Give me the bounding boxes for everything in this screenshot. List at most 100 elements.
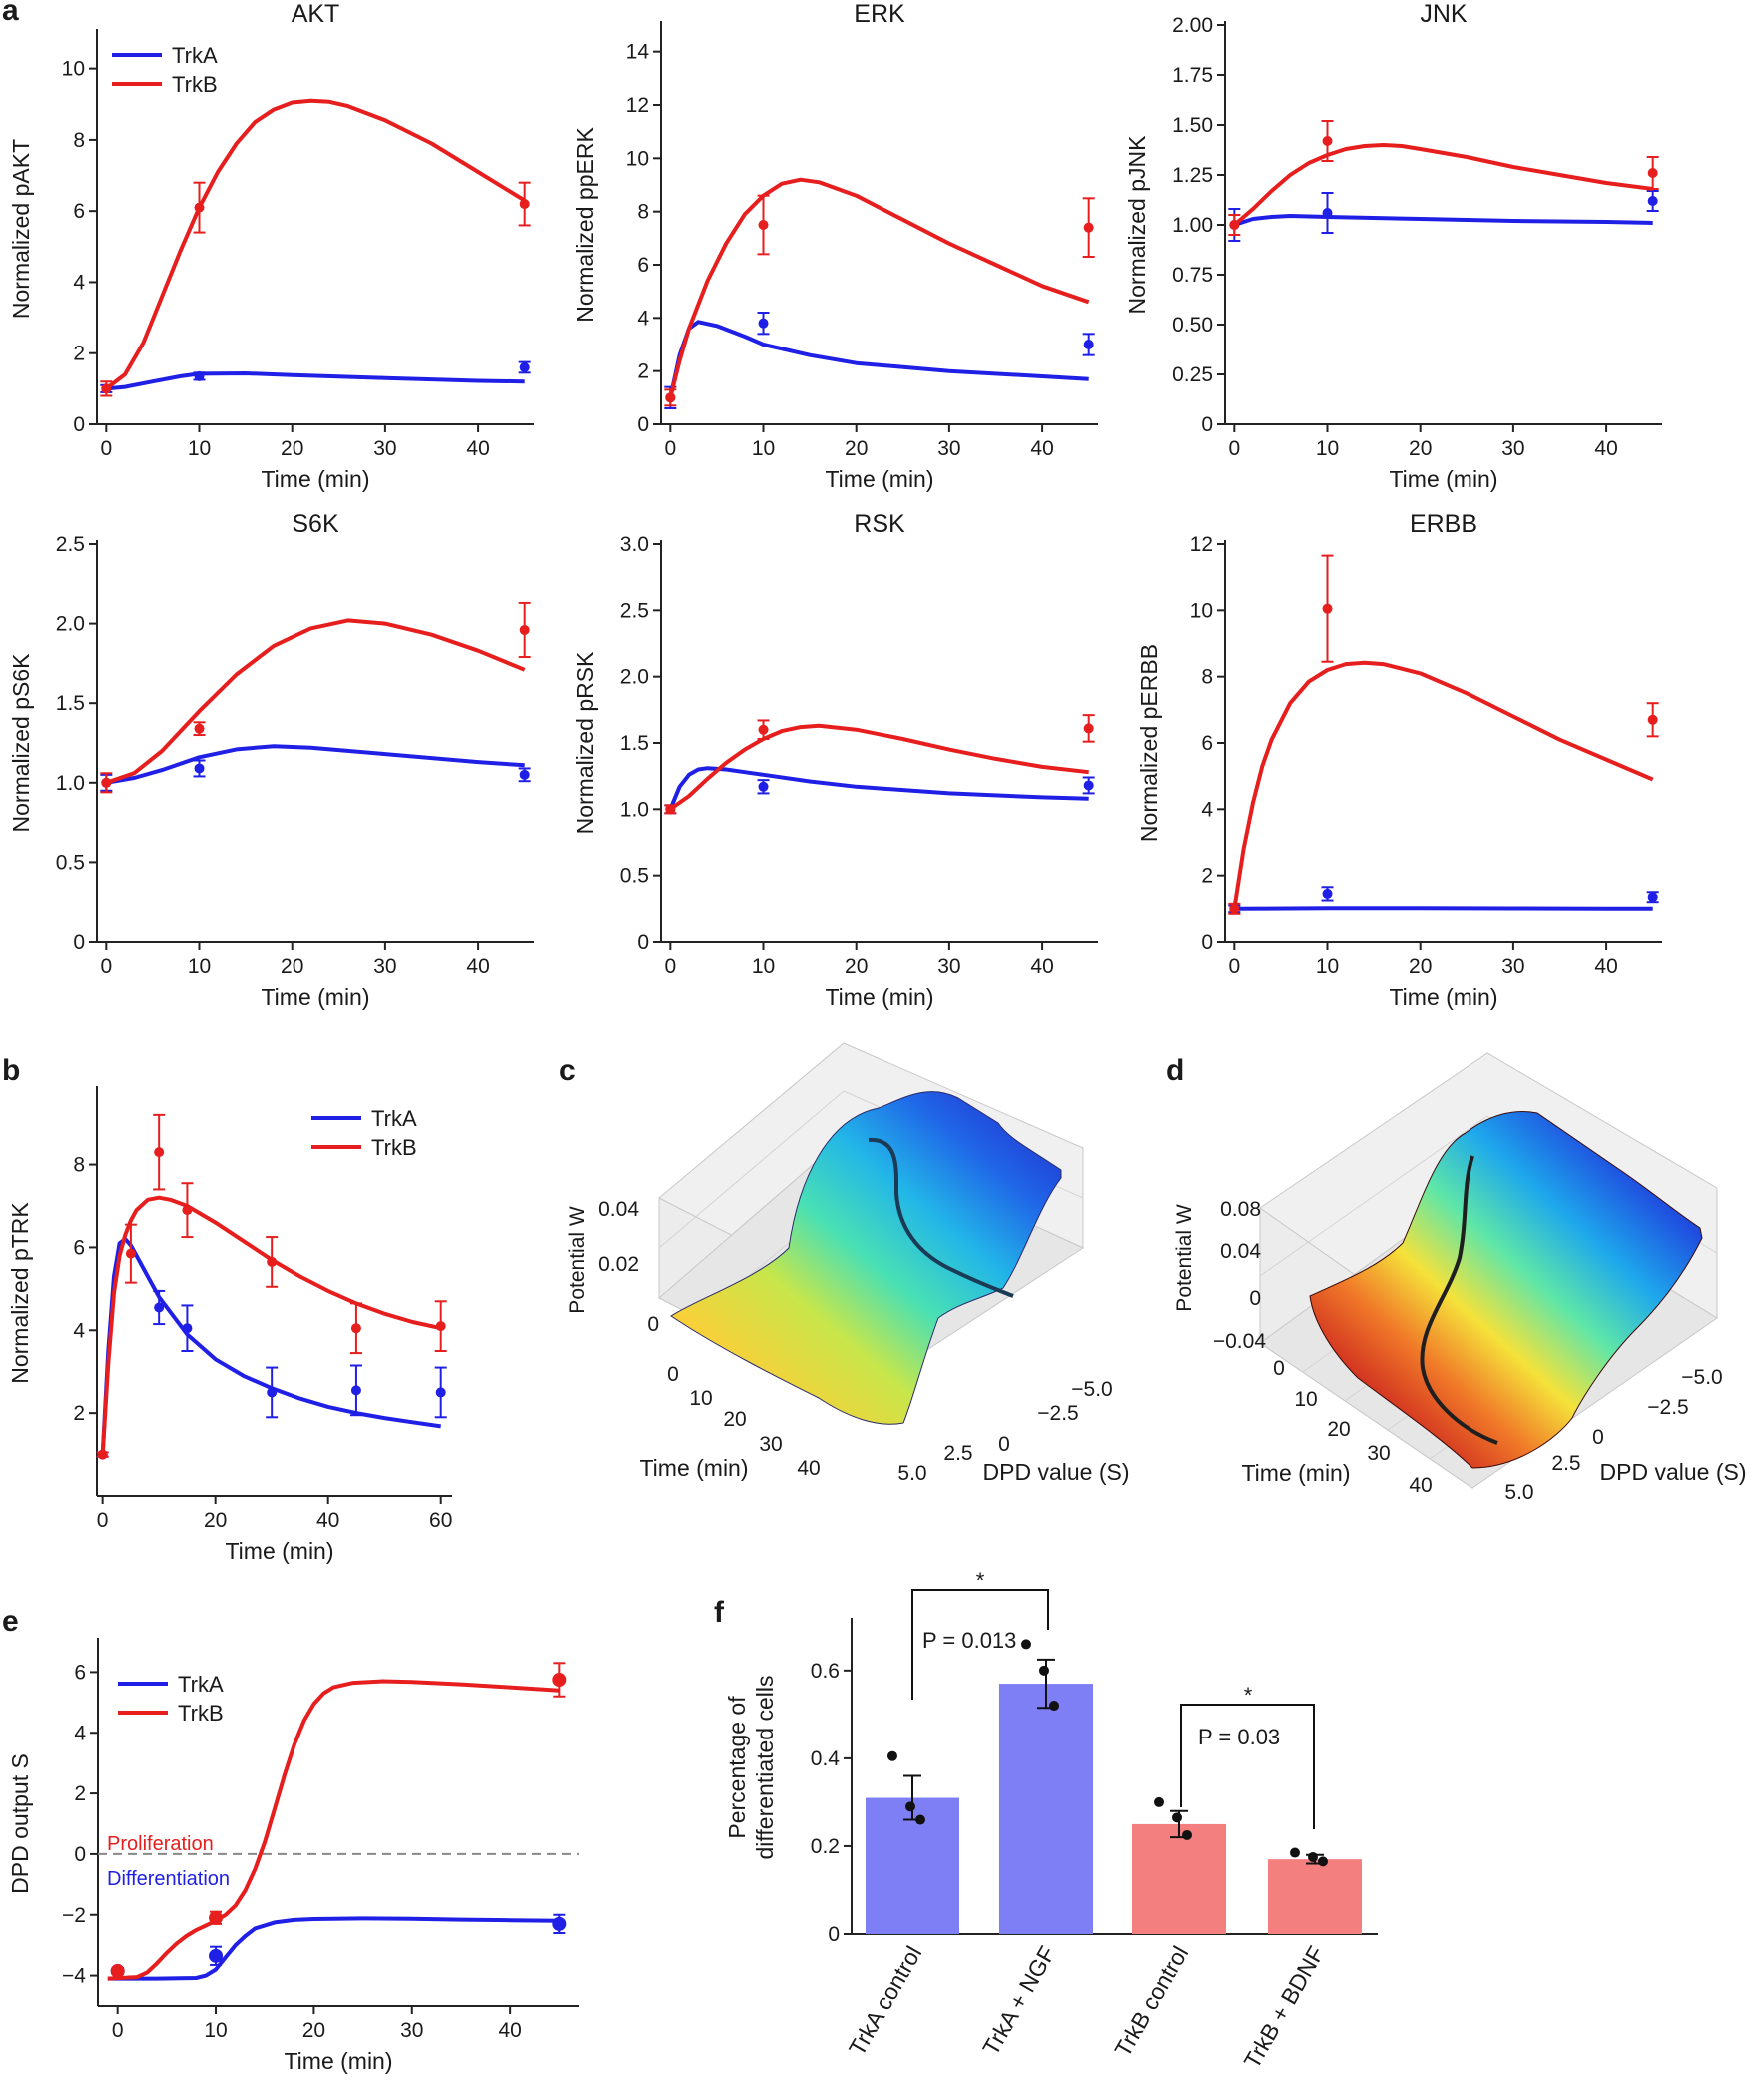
erk-y-tick-label: 4 [637,307,649,330]
akt-trka-data-point [519,361,530,372]
akt-y-tick-label: 0 [73,413,85,436]
dpd-x-tick-label: 30 [400,2019,423,2042]
ptrk-y-tick-label: 4 [73,1319,85,1342]
landscape-c-plot: Potential W 0 10 20 30 40 −5.0−2.5 0 2.5 5.0 0 0.0… [566,1042,1129,1485]
s6k-chart: 0 10 20 30 40 0 0.5 1.0 1.5 2.0 2.5 Time (min) Norma… [8,510,534,1010]
landscape-c-time-tick-label: 30 [759,1433,782,1456]
rsk-x-tick-label: 40 [1030,955,1053,978]
rsk-y-tick-label: 2.5 [620,599,649,622]
akt-title: AKT [292,0,340,28]
dpd-trka-data-point [209,1948,224,1963]
significance-bracket-trka [911,1589,1049,1700]
ptrk-y-tick-label: 8 [73,1154,85,1177]
landscape-c-tick-labels: 0 10 20 30 40 −5.0−2.5 0 2.5 5.0 0 0.02 0.04 [598,1198,1113,1485]
bar-category-label: TrkA + NGF [977,1942,1060,2060]
erbb-x-tick-label: 0 [1228,955,1240,978]
rsk-y-tick-label: 0.5 [620,865,649,888]
landscape-d-dpd-tick-label: 5.0 [1504,1481,1533,1504]
dpd-trkb-fit-line [107,1679,560,1981]
bar-trkb-bdnf [1268,1859,1362,1934]
s6k-x-tick-label: 30 [373,955,396,978]
landscape-c-dpd-tick-label: −5.0 [1071,1378,1112,1401]
s6k-x-tick-label: 40 [466,955,489,978]
ptrk-trka-data-point [182,1323,193,1334]
ptrk-x-tick-label: 0 [97,1509,109,1532]
bar-category-label: TrkB + BDNF [1239,1942,1330,2073]
landscape-c-zlabel: Potential W [566,1206,589,1314]
landscape-d-dpd-tick-label: 2.5 [1551,1452,1580,1475]
ptrk-trka-data-point [267,1387,278,1398]
erk-trkb-data-point [665,392,676,403]
ptrk-trka-data-point [435,1387,446,1398]
jnk-trkb-fit-line [1232,143,1653,227]
landscape-c-surface [670,1091,1062,1425]
panel-label-e: e [2,1605,19,1638]
bar-y-tick-label: 0.6 [811,1660,840,1683]
bar-replicate-dot [1172,1812,1182,1823]
jnk-y-tick-label: 0.25 [1172,363,1213,386]
dpd-y-tick-label: 2 [74,1782,86,1805]
jnk-y-tick-label: 0.75 [1172,264,1213,287]
jnk-y-tick-label: 2.00 [1172,14,1213,37]
ptrk-trkb-data-point [350,1323,361,1334]
ptrk-x-tick-label: 60 [429,1509,452,1532]
s6k-y-tick-label: 2.5 [56,533,85,556]
panel-label-a: a [2,0,19,27]
akt-legend-trka-label: TrkA [172,43,218,68]
ptrk-chart: 0 20 40 60 2 4 6 8 Time (min) Normalized pTRK TrkA… [7,1086,452,1564]
rsk-trkb-data-point [665,804,676,815]
landscape-d-z-tick-label: 0.08 [1220,1198,1261,1221]
bar-trkb-control [1132,1823,1226,1934]
ptrk-trkb-data-point [97,1449,108,1460]
erk-xlabel: Time (min) [825,466,933,492]
jnk-y-tick-label: 1.00 [1172,214,1213,237]
landscape-d-z-tick-label: 0 [1249,1287,1261,1310]
dpd-trka-data-point [552,1916,567,1931]
landscape-d-time-tick-label: 0 [1273,1357,1285,1380]
erk-y-tick-label: 2 [637,360,649,383]
ptrk-trkb-data-point [125,1248,136,1259]
landscape-c-time-tick-label: 0 [667,1363,679,1386]
bar-y-tick-label: 0 [828,1923,840,1946]
significance-bracket-trkb [1180,1704,1315,1829]
akt-trka-fit-line [106,371,525,391]
panel-label-f: f [714,1596,725,1629]
s6k-y-tick-label: 0.5 [56,851,85,874]
rsk-ylabel: Normalized pRSK [572,651,598,834]
jnk-ylabel: Normalized pJNK [1124,135,1150,315]
rsk-trkb-fit-line [669,723,1089,811]
jnk-y-tick-label: 1.75 [1172,64,1213,87]
akt-trkb-data-point [519,199,530,210]
erbb-trkb-data-point [1322,603,1333,614]
dpd-proliferation-label: Proliferation [107,1833,214,1855]
erbb-x-tick-label: 20 [1409,955,1432,978]
s6k-x-tick-label: 0 [100,955,112,978]
erk-chart: 0 10 20 30 40 0 2 4 6 8 10 12 14 Time (min) Normalized… [572,0,1098,492]
jnk-x-tick-label: 40 [1594,437,1617,460]
s6k-y-tick-label: 1.5 [56,692,85,715]
landscape-c-z-tick-label: 0 [647,1313,659,1336]
akt-xlabel: Time (min) [261,466,369,492]
panel-label-c: c [559,1054,576,1087]
erk-y-tick-label: 0 [637,413,649,436]
landscape-d-dpd-tick-label: 0 [1592,1426,1604,1449]
erbb-y-tick-label: 12 [1190,533,1213,556]
akt-trkb-data-point [194,202,205,213]
s6k-x-tick-label: 20 [281,955,303,978]
s6k-trka-data-point [194,763,205,774]
erk-y-tick-label: 14 [626,41,650,64]
ptrk-trka-data-point [154,1302,165,1313]
jnk-x-tick-label: 10 [1316,437,1339,460]
rsk-trka-data-point [758,781,769,792]
erbb-x-tick-label: 10 [1316,955,1339,978]
bar-replicate-dot [905,1801,915,1812]
landscape-d-time-tick-label: 30 [1367,1442,1390,1465]
landscape-c-trajectory [868,1137,1014,1298]
ptrk-x-tick-label: 20 [204,1509,227,1532]
erbb-chart: 0 10 20 30 40 0 2 4 6 8 10 12 Time (min) Normalized p… [1136,510,1662,1010]
jnk-trka-data-point [1322,208,1333,218]
erbb-trka-data-point [1322,888,1333,899]
jnk-x-tick-label: 0 [1228,437,1240,460]
landscape-c-z-tick-label: 0.02 [598,1253,639,1276]
rsk-y-tick-label: 2.0 [620,666,649,689]
